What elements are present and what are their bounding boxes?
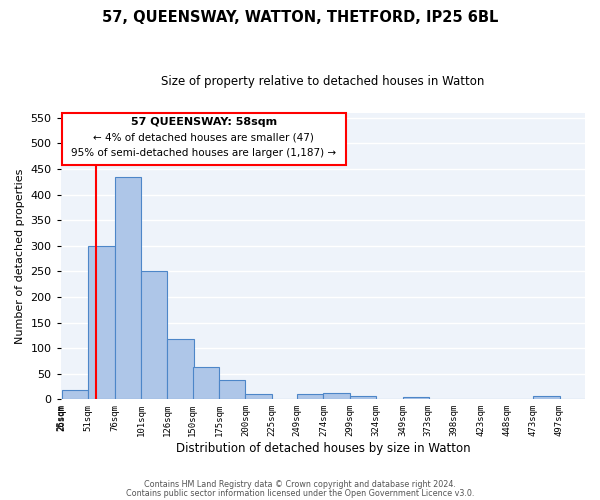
Bar [115, 176, 141, 400]
X-axis label: Distribution of detached houses by size in Watton: Distribution of detached houses by size … [176, 442, 470, 455]
Text: 95% of semi-detached houses are larger (1,187) →: 95% of semi-detached houses are larger (… [71, 148, 336, 158]
Text: 57 QUEENSWAY: 58sqm: 57 QUEENSWAY: 58sqm [131, 117, 277, 127]
Bar [167, 339, 194, 400]
Bar [141, 272, 167, 400]
Text: 57, QUEENSWAY, WATTON, THETFORD, IP25 6BL: 57, QUEENSWAY, WATTON, THETFORD, IP25 6B… [102, 10, 498, 25]
Bar [533, 396, 560, 400]
Bar [403, 398, 429, 400]
Bar [350, 396, 376, 400]
Text: Contains public sector information licensed under the Open Government Licence v3: Contains public sector information licen… [126, 489, 474, 498]
Y-axis label: Number of detached properties: Number of detached properties [15, 168, 25, 344]
Bar [245, 394, 272, 400]
FancyBboxPatch shape [62, 113, 346, 165]
Bar [193, 367, 219, 400]
Bar [297, 394, 323, 400]
Bar [323, 393, 350, 400]
Title: Size of property relative to detached houses in Watton: Size of property relative to detached ho… [161, 75, 485, 88]
Bar [62, 390, 88, 400]
Text: ← 4% of detached houses are smaller (47): ← 4% of detached houses are smaller (47) [93, 133, 314, 143]
Bar [88, 246, 115, 400]
Text: Contains HM Land Registry data © Crown copyright and database right 2024.: Contains HM Land Registry data © Crown c… [144, 480, 456, 489]
Bar [219, 380, 245, 400]
